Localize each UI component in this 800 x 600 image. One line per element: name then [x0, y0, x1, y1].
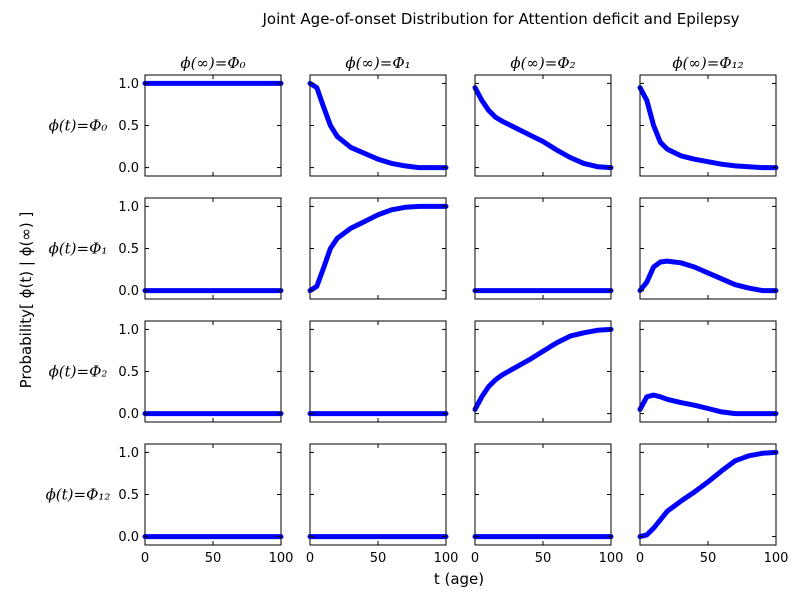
x-tick-label: 50: [700, 551, 717, 566]
axes-frame: [639, 197, 777, 300]
x-tick-label: 100: [599, 551, 624, 566]
axes-frame: [474, 443, 612, 546]
y-tick-label: 0.5: [118, 119, 139, 134]
x-tick-label: 50: [205, 551, 222, 566]
subplot-panel: 0 50 100: [636, 443, 789, 566]
chart-title: Joint Age-of-onset Distribution for Atte…: [261, 10, 739, 28]
axes-frame: [474, 197, 612, 300]
subplot-panel: [637, 74, 779, 177]
y-tick-label: 1.0: [118, 323, 139, 338]
y-tick-label: 0.0: [118, 161, 139, 176]
series-line: [472, 85, 614, 171]
subplot-panel: [472, 74, 614, 177]
subplot-panel: [307, 197, 449, 300]
series-line: [307, 203, 449, 294]
x-tick-label: 100: [764, 551, 789, 566]
series-line: [472, 326, 614, 412]
series-line: [637, 85, 779, 171]
y-tick-label: 0.0: [118, 530, 139, 545]
x-tick-label: 100: [269, 551, 294, 566]
series-line: [637, 258, 779, 294]
x-tick-label: 0: [306, 551, 314, 566]
x-tick-label: 50: [535, 551, 552, 566]
y-tick-label: 0.5: [118, 365, 139, 380]
subplot-panel: [472, 320, 614, 423]
axes-frame: [144, 197, 282, 300]
subplot-panel: [307, 320, 449, 423]
axes-frame: [144, 443, 282, 546]
x-tick-label: 0: [636, 551, 644, 566]
x-tick-label: 0: [141, 551, 149, 566]
column-title: ϕ(∞)=Φ₂: [510, 54, 575, 72]
subplot-panel: 0 50 100: [306, 443, 459, 566]
y-tick-label: 1.0: [118, 200, 139, 215]
axes-frame: [309, 320, 447, 423]
row-label: ϕ(t)=Φ₁: [49, 240, 108, 258]
y-axis-label: Probability[ ϕ(t) | ϕ(∞) ]: [17, 212, 35, 389]
axes-frame: [144, 74, 282, 177]
subplot-panel: [637, 320, 779, 423]
axes-frame: [144, 320, 282, 423]
column-title: ϕ(∞)=Φ₁: [345, 54, 410, 72]
axes-frame: [474, 320, 612, 423]
subplot-panel: 0.0 0.5 1.0: [118, 197, 284, 300]
y-tick-label: 0.0: [118, 407, 139, 422]
series-line: [637, 449, 779, 540]
row-label: ϕ(t)=Φ₀: [49, 117, 108, 135]
x-tick-label: 0: [471, 551, 479, 566]
subplot-panel: 0.0 0.5 1.0: [118, 320, 284, 423]
row-label: ϕ(t)=Φ₂: [49, 363, 108, 381]
axes-frame: [474, 74, 612, 177]
x-tick-label: 100: [434, 551, 459, 566]
subplot-panel: 0.0 0.5 1.0 0 50 100: [118, 443, 294, 566]
panel-grid: ϕ(∞)=Φ₀ ϕ(∞)=Φ₁ ϕ(∞)=Φ₂ ϕ(∞)=Φ₁₂ ϕ(t)=Φ₀ ϕ(t)…: [46, 54, 789, 566]
axes-frame: [309, 443, 447, 546]
y-tick-label: 0.5: [118, 242, 139, 257]
subplot-panel: [307, 74, 449, 177]
axes-frame: [639, 443, 777, 546]
y-tick-label: 1.0: [118, 446, 139, 461]
x-axis-label: t (age): [434, 570, 484, 588]
y-tick-label: 1.0: [118, 77, 139, 92]
y-tick-label: 0.0: [118, 284, 139, 299]
subplot-panel: 0.0 0.5 1.0: [118, 74, 284, 177]
y-tick-label: 0.5: [118, 488, 139, 503]
series-line: [637, 392, 779, 417]
subplot-panel: 0 50 100: [471, 443, 624, 566]
series-line: [307, 80, 449, 171]
x-tick-label: 50: [370, 551, 387, 566]
subplot-panel: [637, 197, 779, 300]
column-title: ϕ(∞)=Φ₁₂: [672, 54, 743, 72]
subplot-panel: [472, 197, 614, 300]
column-title: ϕ(∞)=Φ₀: [180, 54, 245, 72]
row-label: ϕ(t)=Φ₁₂: [46, 486, 111, 504]
